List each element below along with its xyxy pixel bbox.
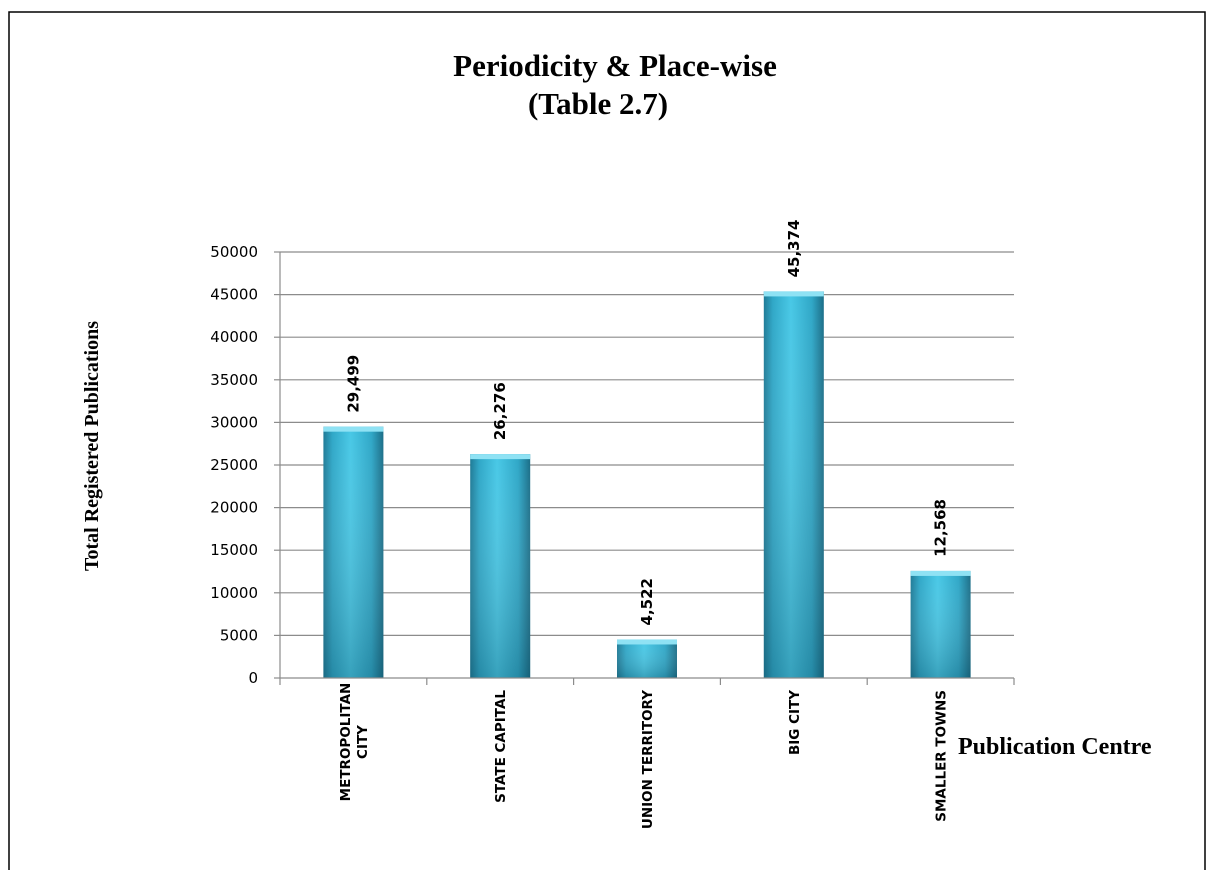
data-label: 4,522	[638, 578, 656, 625]
y-tick-label: 20000	[210, 499, 258, 517]
bar-top	[763, 291, 824, 297]
bar-shading	[617, 639, 677, 678]
y-tick-label: 10000	[210, 584, 258, 602]
bar-shading	[323, 426, 384, 678]
bar-shading	[763, 291, 824, 678]
x-category-label: METROPOLITAN	[338, 683, 354, 802]
y-tick-label: 35000	[210, 371, 258, 389]
data-label: 29,499	[344, 355, 362, 413]
y-tick-label: 30000	[210, 413, 258, 431]
bars	[323, 291, 971, 678]
data-label: 26,276	[491, 382, 509, 440]
data-label: 12,568	[932, 499, 950, 557]
bar-top	[470, 454, 531, 460]
y-tick-label: 5000	[220, 626, 258, 644]
y-tick-label: 0	[248, 669, 258, 687]
x-category-label: CITY	[355, 725, 371, 759]
y-tick-label: 45000	[210, 286, 258, 304]
gridlines	[280, 251, 1014, 637]
x-category-label: STATE CAPITAL	[493, 690, 509, 803]
data-label: 45,374	[785, 220, 803, 278]
axes	[274, 251, 1015, 685]
x-axis-title: Publication Centre	[958, 734, 1152, 760]
x-category-label: UNION TERRITORY	[640, 690, 656, 829]
y-tick-label: 50000	[210, 243, 258, 261]
bar-shading	[470, 454, 531, 678]
y-tick-label: 40000	[210, 328, 258, 346]
chart-subtitle: (Table 2.7)	[528, 86, 668, 121]
y-axis-title: Total Registered Publications	[81, 321, 103, 571]
y-tick-label: 25000	[210, 456, 258, 474]
data-labels: 29,499 26,276 4,522 45,374 12,568	[344, 220, 949, 626]
bar-shading	[910, 570, 971, 678]
y-tick-labels: 0 5000 10000 15000 20000 25000 30000 35000 40000…	[210, 243, 258, 687]
bar-top	[910, 570, 971, 576]
x-category-labels: METROPOLITAN CITY STATE CAPITAL UNION TERRI…	[338, 683, 950, 829]
chart-title: Periodicity & Place-wise	[453, 48, 777, 83]
y-tick-label: 15000	[210, 541, 258, 559]
chart-border	[8, 11, 1206, 870]
x-category-label: BIG CITY	[787, 690, 803, 755]
x-category-label: SMALLER TOWNS	[934, 690, 950, 822]
bar-top	[617, 639, 677, 645]
bar-top	[323, 426, 384, 432]
